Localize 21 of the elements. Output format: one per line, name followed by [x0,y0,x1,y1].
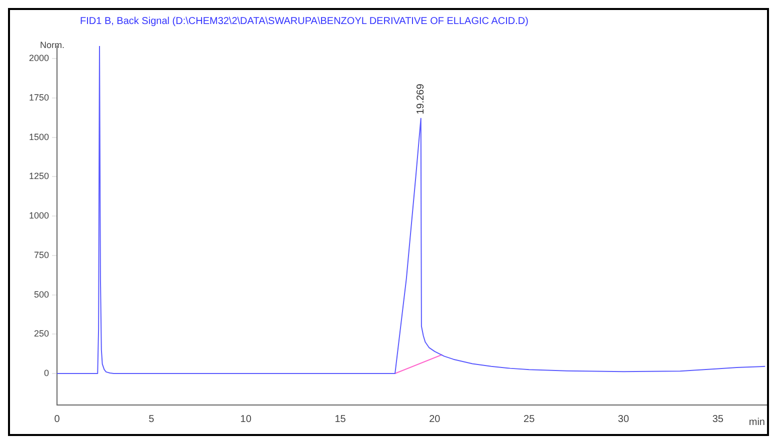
chart-title: FID1 B, Back Signal (D:\CHEM32\2\DATA\SWARUPA\BENZOYL DERIVATIVE OF ELLAGIC ACID.D) [80,16,528,27]
y-tick-label: 1500 [28,132,50,142]
y-tick-label: 500 [34,289,50,300]
annotation: 19.269 [416,83,427,114]
y-tick-label: 250 [34,328,50,339]
y-axis-title: Norm. [40,40,64,50]
x-axis-title: min [748,417,765,428]
y-tick-label: 0 [44,368,50,378]
y-tick-label: 1250 [28,171,50,182]
y-tick-label: 750 [34,250,50,260]
x-tick-label: 30 [618,414,630,425]
x-tick-label: 5 [148,414,155,425]
x-tick-label: 35 [712,414,724,425]
x-tick-label: 0 [54,414,60,425]
y-tick-label: 1000 [28,210,50,221]
x-tick-label: 25 [524,414,536,425]
x-tick-label: 20 [429,414,441,425]
y-tick-label: 1750 [28,92,50,102]
x-tick-label: 15 [334,414,346,425]
y-tick-label: 2000 [28,53,50,64]
x-tick-label: 10 [240,414,252,425]
